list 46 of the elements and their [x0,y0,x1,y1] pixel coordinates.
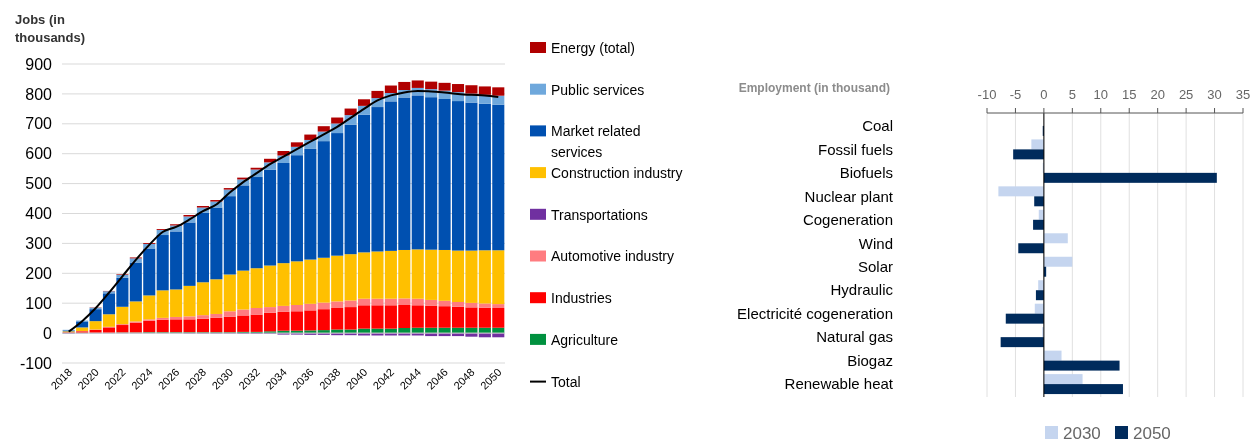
x-tick-label: 30 [1207,87,1222,102]
y-tick-label: Hydraulic [830,281,894,299]
legend-label: 2050 [1133,423,1171,443]
x-tick-label: 5 [1068,87,1076,102]
y-tick-label: Fossil fuels [817,140,893,158]
x-tick-label: 0 [1040,87,1048,102]
y-tick-label: Electricité cogeneration [737,304,893,322]
legend-label: Construction industry [551,165,683,181]
y-tick-label: 500 [25,175,53,193]
y-tick-label: Solar [857,257,893,275]
y-tick-label: 0 [43,324,53,342]
y-tick-label: 900 [25,55,53,73]
x-tick-label: 10 [1093,87,1109,102]
legend-label: Total [551,373,581,390]
legend-label: Transportations [551,206,648,223]
y-tick-label: 200 [25,264,53,282]
x-tick-label: 25 [1178,87,1194,102]
y-tick-label: 100 [25,294,53,312]
y-tick-label: Coal [862,117,893,135]
x-tick-label: -5 [1009,87,1022,102]
y-tick-label: 600 [25,145,53,163]
legend-label: Energy (total) [551,39,636,56]
legend-label: 2030 [1063,423,1101,443]
x-tick-label: 20 [1150,87,1165,102]
x-tick-label: 15 [1121,87,1137,102]
y-tick-label: Cogeneration [802,211,893,229]
legend-label: Market related services [551,123,641,161]
y-tick-label: Biogaz [847,351,893,369]
x-tick-label: 35 [1235,87,1251,102]
y-tick-label: 400 [25,205,53,223]
legend-label: Automotive industry [551,248,674,265]
y-tick-label: Renewable heat [784,375,894,393]
x-tick-label: -10 [977,87,997,102]
y-tick-label: Nuclear plant [804,187,894,205]
y-axis-title: Jobs (in thousands) [15,12,86,45]
legend-label: Public services [551,81,645,98]
y-tick-label: -100 [19,354,53,372]
y-tick-label: Wind [858,234,893,252]
y-tick-label: 800 [25,85,53,103]
y-tick-label: Biofuels [839,164,893,182]
legend-label: Industries [551,290,612,307]
y-tick-label: 300 [25,235,53,252]
legend-label: Agriculture [551,331,619,348]
text: Employment (in thousand) [738,81,890,95]
y-tick-label: 700 [25,115,53,133]
y-tick-label: Natural gas [816,328,893,346]
